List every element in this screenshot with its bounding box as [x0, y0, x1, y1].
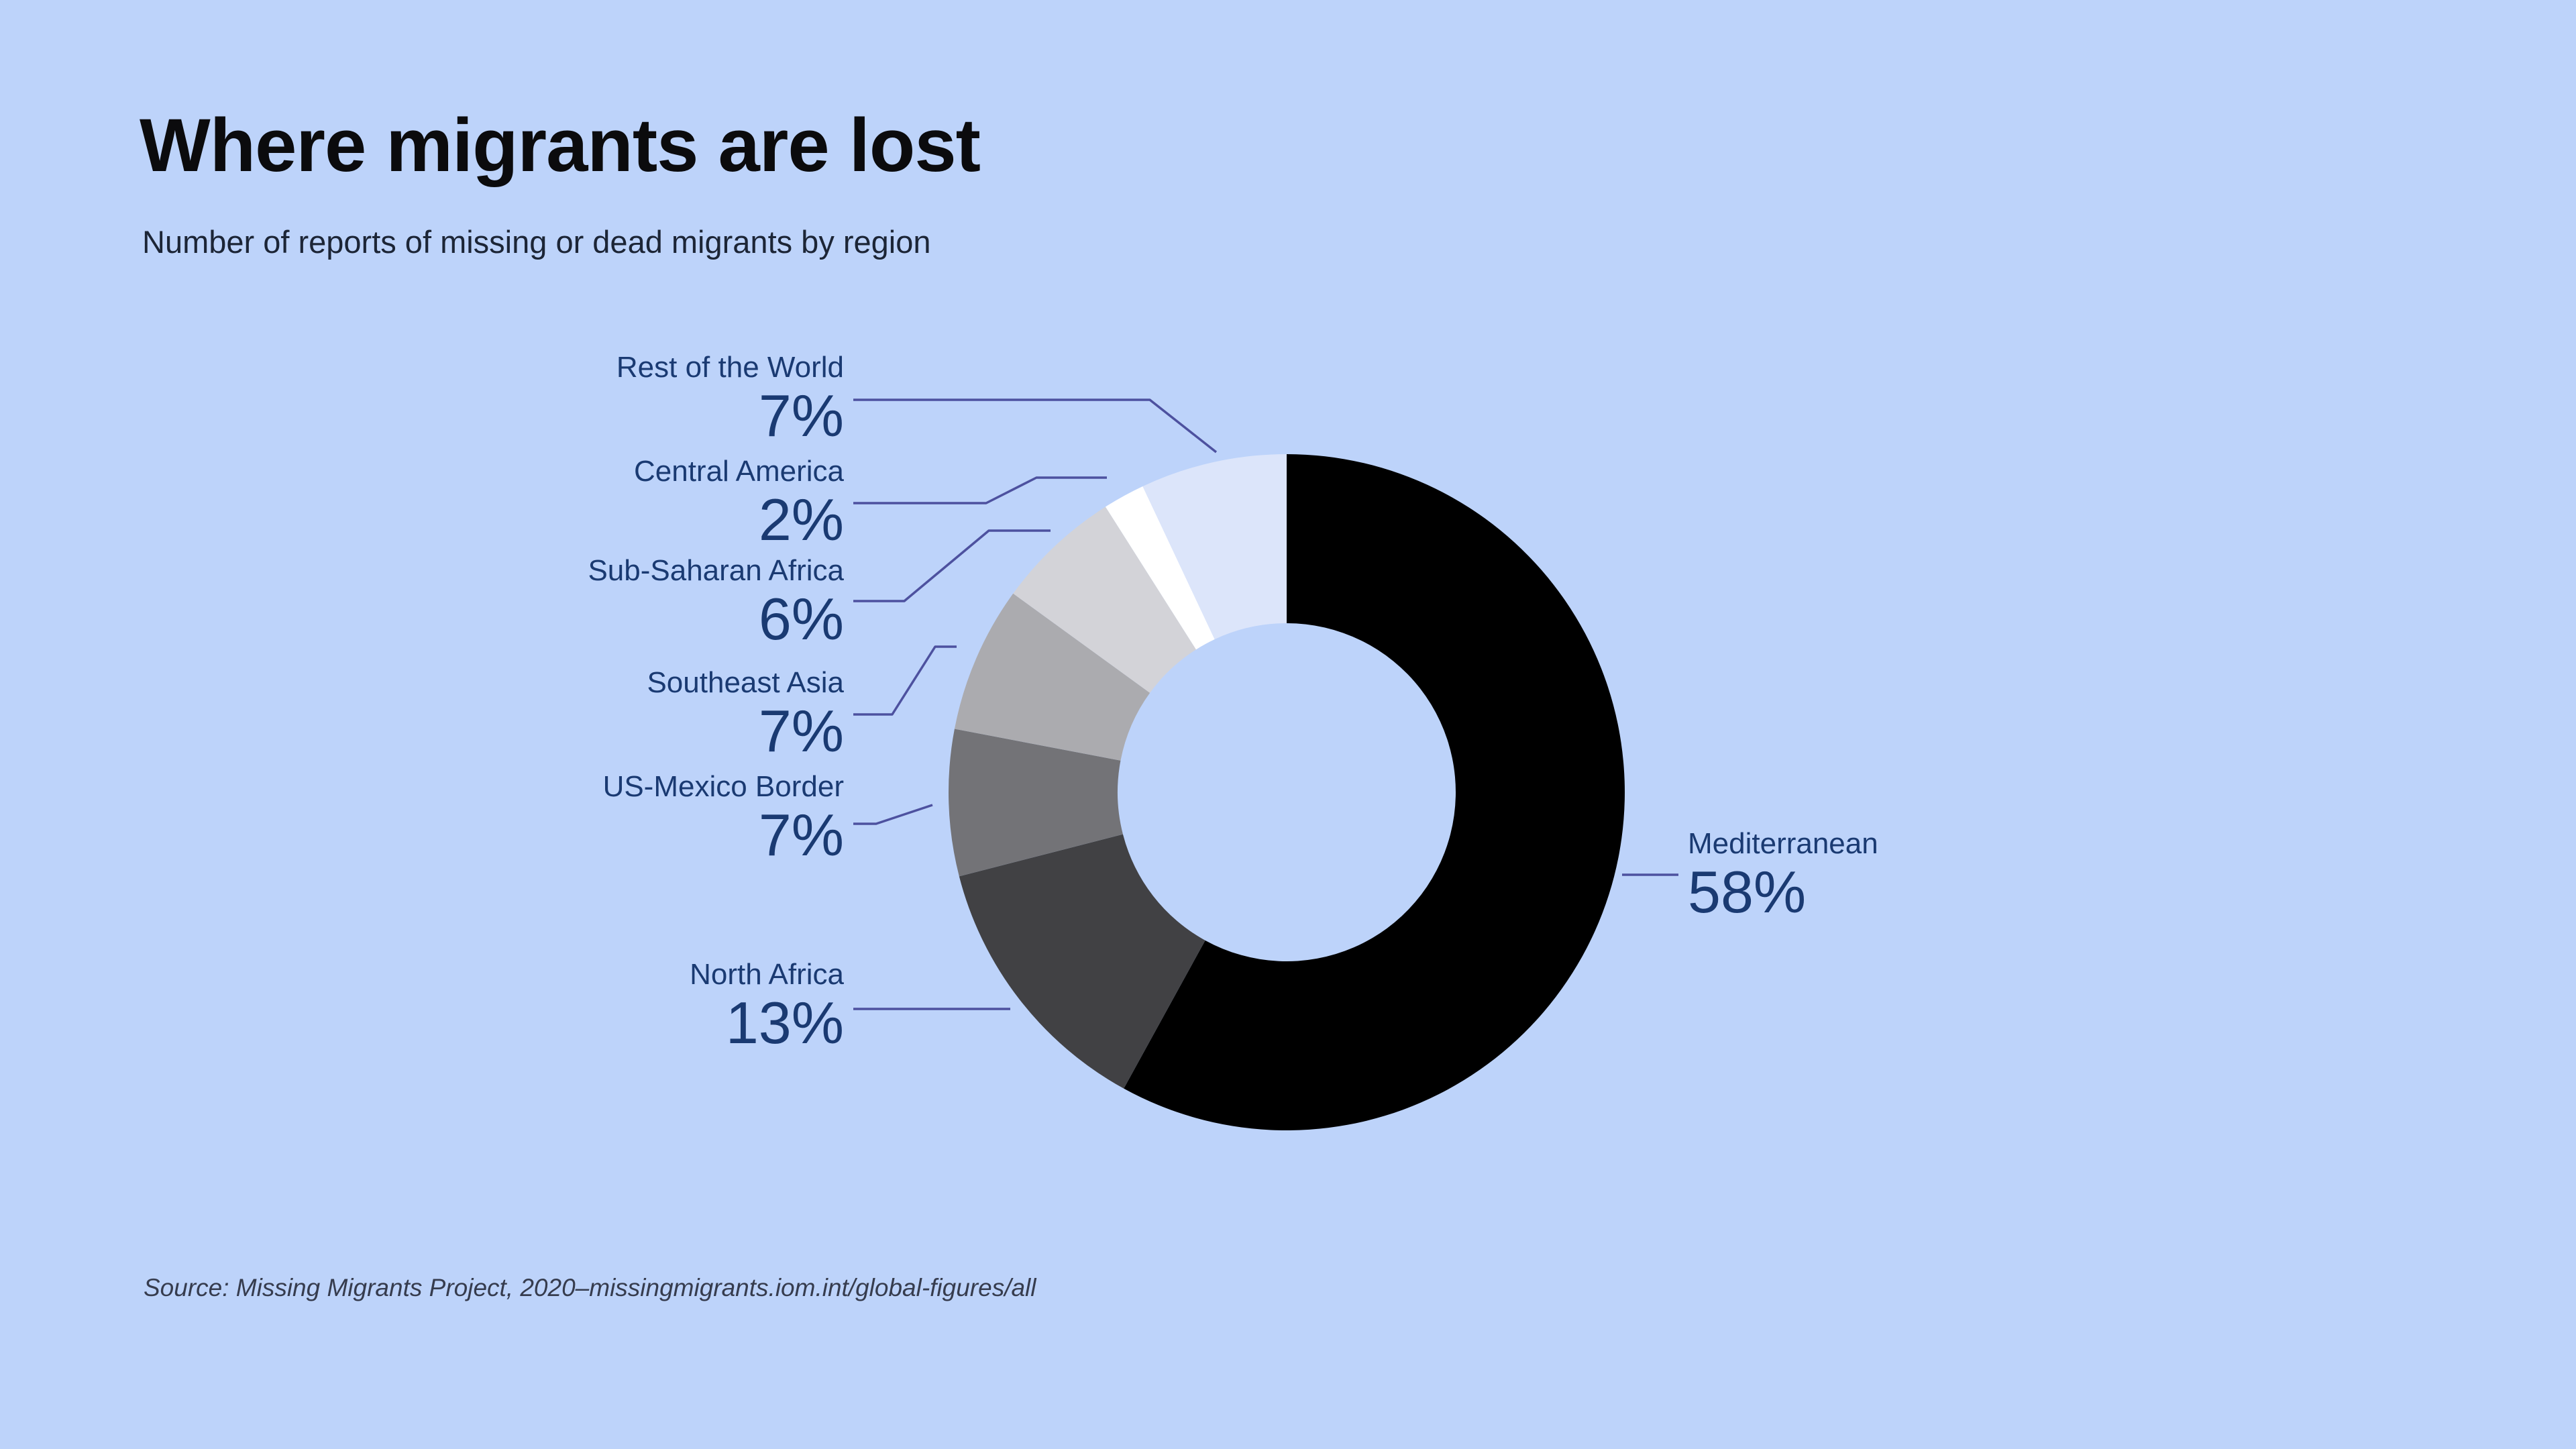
slice-us-mexico-border — [948, 729, 1123, 877]
callout-sub-saharan-africa: Sub-Saharan Africa 6% — [588, 553, 844, 650]
slice-north-africa — [959, 834, 1205, 1089]
leader-line-us-mexico-border — [853, 804, 933, 825]
callout-name-southeast-asia: Southeast Asia — [647, 666, 844, 699]
callout-value-sub-saharan-africa: 6% — [758, 586, 844, 652]
leader-line-sub-saharan-africa — [853, 529, 1051, 602]
source-note: Source: Missing Migrants Project, 2020–m… — [144, 1274, 1036, 1301]
callout-value-north-africa: 13% — [725, 989, 844, 1056]
slice-sub-saharan-africa — [1013, 506, 1196, 693]
callout-central-america: Central America 2% — [634, 454, 844, 551]
callout-name-us-mexico-border: US-Mexico Border — [602, 770, 844, 803]
callout-southeast-asia: Southeast Asia 7% — [647, 665, 844, 762]
slice-mediterranean — [1124, 454, 1625, 1130]
page-title: Where migrants are lost — [140, 103, 981, 187]
callout-value-rest-of-the-world: 7% — [758, 382, 844, 449]
callout-us-mexico-border: US-Mexico Border 7% — [603, 769, 844, 866]
callout-name-sub-saharan-africa: Sub-Saharan Africa — [588, 554, 844, 587]
callout-value-central-america: 2% — [758, 486, 844, 553]
slice-central-america — [1105, 486, 1215, 650]
leader-line-rest-of-the-world — [853, 398, 1218, 453]
callout-name-mediterranean: Mediterranean — [1688, 827, 1878, 860]
slice-rest-of-the-world — [1142, 454, 1287, 639]
page-subtitle: Number of reports of missing or dead mig… — [142, 224, 931, 260]
callout-mediterranean: Mediterranean 58% — [1688, 826, 1878, 923]
callout-north-africa: North Africa 13% — [690, 957, 844, 1054]
leader-line-southeast-asia — [853, 645, 957, 716]
callout-name-central-america: Central America — [633, 455, 844, 488]
leader-lines — [853, 398, 1678, 1010]
callout-value-southeast-asia: 7% — [758, 698, 844, 764]
leader-line-central-america — [853, 476, 1107, 504]
callout-value-mediterranean: 58% — [1688, 859, 1807, 925]
callout-value-us-mexico-border: 7% — [758, 802, 844, 868]
callout-name-north-africa: North Africa — [690, 958, 844, 991]
slice-southeast-asia — [954, 593, 1150, 761]
callout-name-rest-of-the-world: Rest of the World — [616, 351, 844, 384]
donut-slices — [948, 454, 1625, 1130]
callout-rest-of-the-world: Rest of the World 7% — [616, 350, 844, 447]
